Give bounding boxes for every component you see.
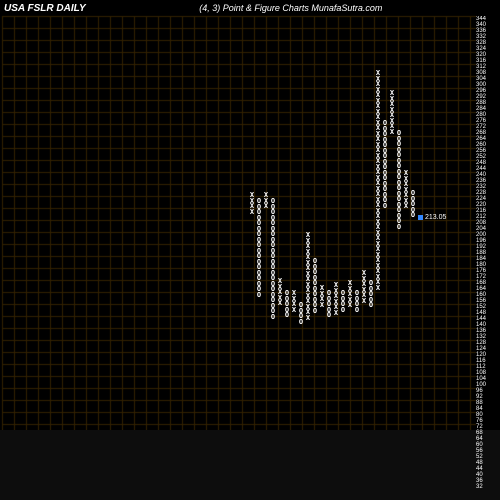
x-mark: X <box>304 315 312 321</box>
o-mark: O <box>283 312 291 318</box>
o-mark: O <box>409 212 417 218</box>
pnf-chart: USA FSLR DAILY (4, 3) Point & Figure Cha… <box>0 0 500 500</box>
o-mark: O <box>367 302 375 308</box>
o-mark: O <box>269 314 277 320</box>
pnf-o-column: OOOOO <box>409 190 417 218</box>
price-marker-value: 213.05 <box>425 214 446 221</box>
pnf-o-column: OOOOOOOOOOOOOOOOOO <box>255 198 263 297</box>
chart-bottom-area <box>0 430 500 500</box>
current-price-marker: 213.05 <box>418 214 446 221</box>
o-mark: O <box>381 203 389 209</box>
y-axis-labels: 3443403363323283243203163123083043002962… <box>476 16 500 430</box>
o-mark: O <box>255 292 263 298</box>
chart-config-title: (4, 3) Point & Figure Charts MunafaSutra… <box>86 3 496 13</box>
x-mark: X <box>374 285 382 291</box>
chart-ticker-title: USA FSLR DAILY <box>4 3 86 14</box>
price-marker-dot <box>418 215 423 220</box>
chart-title-bar: USA FSLR DAILY (4, 3) Point & Figure Cha… <box>0 0 500 16</box>
chart-grid <box>0 0 500 500</box>
pnf-x-column: XXXXXXXX <box>388 90 396 134</box>
y-axis-tick: 32 <box>476 484 500 490</box>
o-mark: O <box>395 224 403 230</box>
o-mark: O <box>311 308 319 314</box>
o-mark: O <box>353 307 361 313</box>
